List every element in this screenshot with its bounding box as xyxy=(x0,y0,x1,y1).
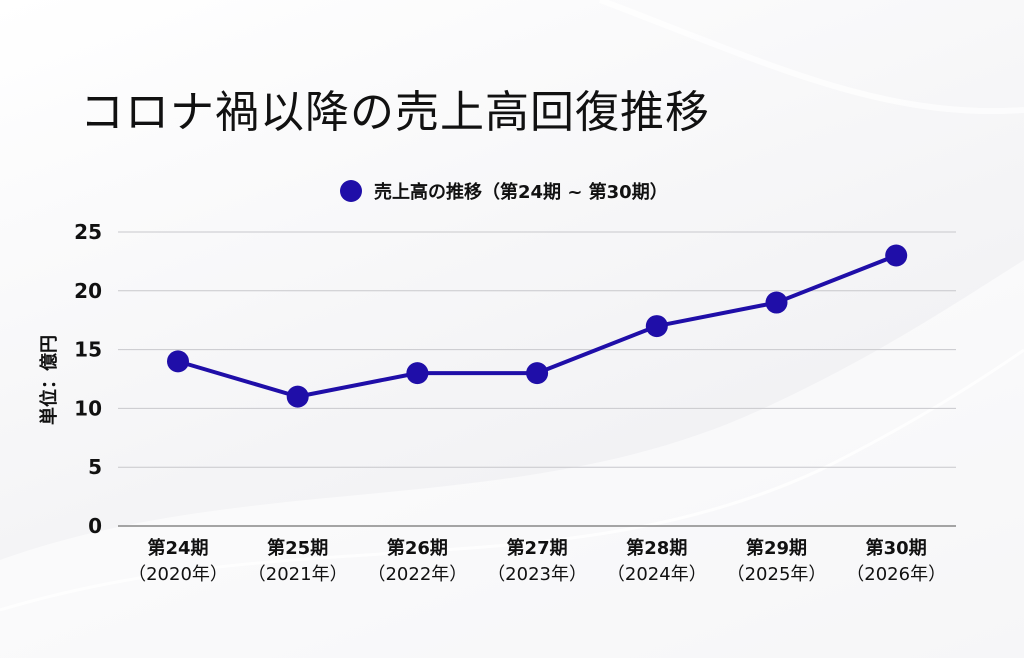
y-tick-label: 10 xyxy=(74,396,102,420)
x-category: 第27期 （2023年） xyxy=(477,536,597,588)
x-tick-sublabel: （2022年） xyxy=(367,564,468,585)
x-category: 第28期 （2024年） xyxy=(597,536,717,588)
x-tick-label: 第29期 xyxy=(745,538,808,559)
data-point xyxy=(406,362,429,385)
x-tick-sublabel: （2026年） xyxy=(846,564,947,585)
x-tick-label: 第25期 xyxy=(267,538,329,559)
data-point xyxy=(286,385,309,408)
y-tick-labels: 0 5 10 15 20 25 xyxy=(74,220,102,538)
data-point xyxy=(645,315,668,338)
x-category: 第24期 （2020年） xyxy=(118,536,238,588)
x-tick-label: 第30期 xyxy=(865,538,927,559)
x-tick-sublabel: （2020年） xyxy=(128,564,228,585)
x-category: 第30期 （2026年） xyxy=(836,536,956,588)
series-line-group xyxy=(167,244,908,408)
y-tick-label: 20 xyxy=(74,279,102,303)
x-tick-sublabel: （2023年） xyxy=(487,564,587,585)
page-title: コロナ禍以降の売上高回復推移 xyxy=(80,87,710,138)
y-tick-label: 5 xyxy=(88,455,102,479)
x-tick-label: 第24期 xyxy=(147,538,209,559)
y-tick-label: 25 xyxy=(74,220,102,244)
x-tick-sublabel: （2025年） xyxy=(726,564,827,585)
legend-label: 売上高の推移（第24期 ~ 第30期） xyxy=(374,182,668,203)
x-tick-sublabel: （2024年） xyxy=(606,564,707,585)
data-point xyxy=(167,350,189,373)
x-category: 第26期 （2022年） xyxy=(357,536,477,588)
x-category: 第29期 （2025年） xyxy=(717,536,837,588)
x-category: 第25期 （2021年） xyxy=(238,536,358,588)
data-point xyxy=(765,291,788,314)
grid-lines xyxy=(118,231,956,527)
chart-legend: 売上高の推移（第24期 ~ 第30期） xyxy=(340,178,668,204)
x-tick-label: 第26期 xyxy=(386,538,448,559)
x-tick-sublabel: （2021年） xyxy=(247,564,348,585)
x-tick-label: 第28期 xyxy=(626,538,688,559)
legend-marker xyxy=(340,180,362,202)
x-tick-label: 第27期 xyxy=(506,538,568,559)
data-point xyxy=(885,244,908,267)
data-point xyxy=(526,362,549,385)
y-tick-label: 15 xyxy=(74,338,102,362)
y-tick-label: 0 xyxy=(88,514,102,538)
